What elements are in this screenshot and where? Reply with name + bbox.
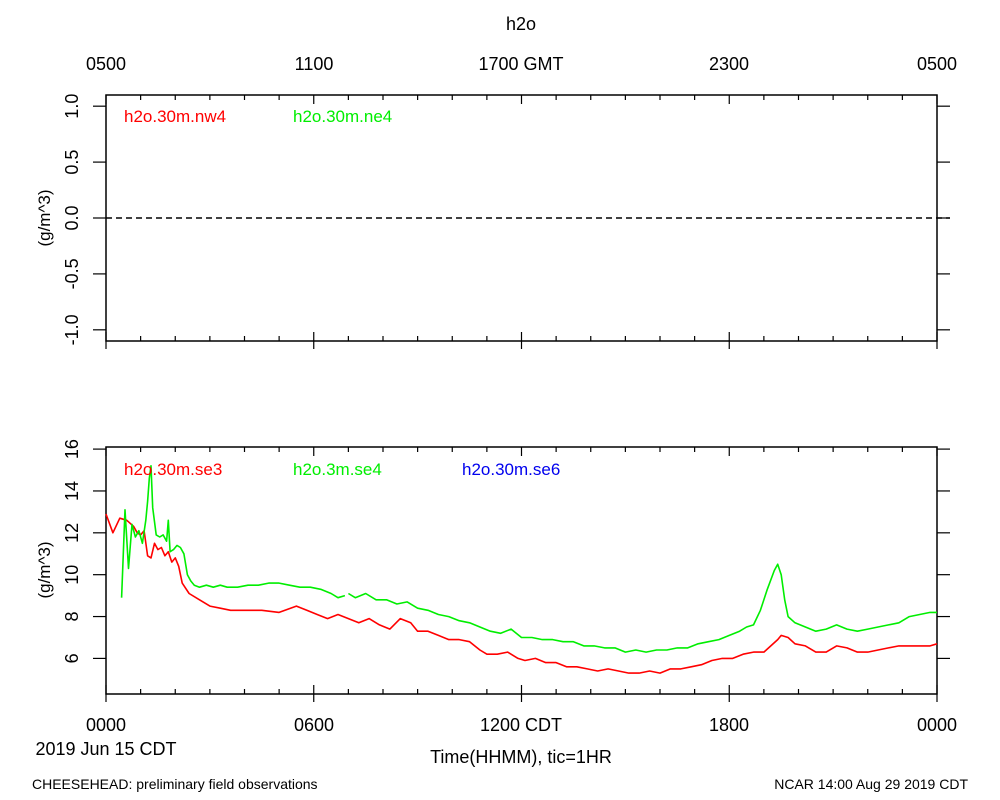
y-tick-label: 14 xyxy=(62,481,82,501)
legend-h2o-30m-ne4: h2o.30m.ne4 xyxy=(293,107,392,126)
y-tick-label: 16 xyxy=(62,439,82,459)
series-line-h2o-30m-se3 xyxy=(105,513,938,674)
bottom-panel-ticks: 16 14 12 10 8 6 xyxy=(62,439,950,702)
bottom-panel: 16 14 12 10 8 6 (g/m^3) h2o.30m.se3 h2o.3m.se… xyxy=(35,439,950,702)
series-line-h2o-3m-se4 xyxy=(347,563,937,653)
top-axis-labels: 0500 1100 1700 GMT 2300 0500 xyxy=(86,54,957,74)
top-panel-ylabel: (g/m^3) xyxy=(35,189,54,246)
y-tick-label: -1.0 xyxy=(62,314,82,345)
top-tick-label: 2300 xyxy=(709,54,749,74)
top-tick-label: 0500 xyxy=(917,54,957,74)
series-line-h2o-3m-se4 xyxy=(120,464,346,599)
legend-h2o-3m-se4: h2o.3m.se4 xyxy=(293,460,382,479)
bottom-panel-frame xyxy=(105,446,938,695)
y-tick-label: 8 xyxy=(62,612,82,622)
bottom-tick-label: 0600 xyxy=(294,715,334,735)
y-tick-label: 0.0 xyxy=(62,205,82,230)
y-tick-label: 1.0 xyxy=(62,94,82,119)
x-axis-label: Time(HHMM), tic=1HR xyxy=(430,747,612,767)
bottom-tick-label: 0000 xyxy=(917,715,957,735)
top-tick-label: 1700 GMT xyxy=(478,54,563,74)
bottom-panel-lines xyxy=(105,464,938,674)
bottom-tick-label: 1200 CDT xyxy=(480,715,562,735)
bottom-tick-label: 1800 xyxy=(709,715,749,735)
legend-h2o-30m-nw4: h2o.30m.nw4 xyxy=(124,107,226,126)
legend-h2o-30m-se6: h2o.30m.se6 xyxy=(462,460,560,479)
top-tick-label: 1100 xyxy=(295,54,334,74)
y-tick-label: -0.5 xyxy=(62,258,82,289)
footer-right: NCAR 14:00 Aug 29 2019 CDT xyxy=(774,776,968,792)
chart-title: h2o xyxy=(506,14,536,34)
y-tick-label: 0.5 xyxy=(62,150,82,175)
bottom-axis-labels: 0000 0600 1200 CDT 1800 0000 xyxy=(86,715,957,735)
bottom-tick-label: 0000 xyxy=(86,715,126,735)
footer-left: CHEESEHEAD: preliminary field observatio… xyxy=(32,776,318,792)
date-label: 2019 Jun 15 CDT xyxy=(35,739,176,759)
legend-h2o-30m-se3: h2o.30m.se3 xyxy=(124,460,222,479)
top-panel: 1.0 0.5 0.0 -0.5 -1.0 (g/m^3) h2o.30m.nw4 h2… xyxy=(35,94,950,349)
y-tick-label: 10 xyxy=(62,565,82,585)
y-tick-label: 12 xyxy=(62,523,82,543)
y-tick-label: 6 xyxy=(62,653,82,663)
top-tick-label: 0500 xyxy=(86,54,126,74)
bottom-panel-ylabel: (g/m^3) xyxy=(35,541,54,598)
top-panel-ticks: 1.0 0.5 0.0 -0.5 -1.0 xyxy=(62,94,950,349)
